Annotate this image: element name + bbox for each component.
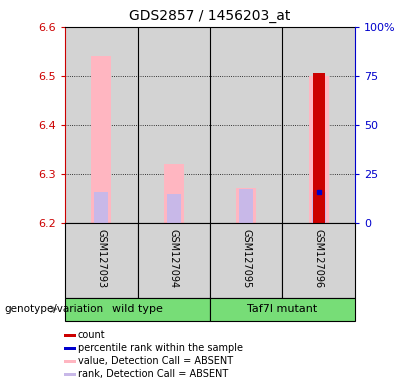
Bar bbox=[164, 164, 184, 223]
Text: rank, Detection Call = ABSENT: rank, Detection Call = ABSENT bbox=[78, 369, 228, 379]
Title: GDS2857 / 1456203_at: GDS2857 / 1456203_at bbox=[129, 9, 291, 23]
Bar bbox=[94, 192, 108, 223]
Bar bbox=[65, 298, 210, 321]
Bar bbox=[282, 27, 355, 223]
Bar bbox=[138, 27, 210, 223]
Text: GSM127094: GSM127094 bbox=[169, 229, 179, 288]
Bar bbox=[210, 223, 282, 298]
Bar bbox=[64, 360, 76, 363]
Text: value, Detection Call = ABSENT: value, Detection Call = ABSENT bbox=[78, 356, 233, 366]
Bar bbox=[138, 223, 210, 298]
Bar bbox=[309, 76, 329, 223]
Bar bbox=[282, 223, 355, 298]
Bar bbox=[64, 347, 76, 350]
Text: genotype/variation: genotype/variation bbox=[4, 304, 103, 314]
Bar bbox=[65, 27, 138, 223]
Text: GSM127096: GSM127096 bbox=[314, 229, 324, 288]
Bar bbox=[65, 223, 138, 298]
Bar bbox=[64, 373, 76, 376]
Bar bbox=[236, 189, 256, 223]
Bar bbox=[167, 194, 181, 223]
Bar bbox=[64, 334, 76, 337]
Bar bbox=[210, 298, 355, 321]
Bar bbox=[312, 192, 326, 223]
Text: wild type: wild type bbox=[112, 304, 163, 314]
Text: percentile rank within the sample: percentile rank within the sample bbox=[78, 343, 243, 353]
Text: GSM127093: GSM127093 bbox=[96, 229, 106, 288]
Bar bbox=[210, 27, 282, 223]
Text: count: count bbox=[78, 330, 105, 340]
Text: GSM127095: GSM127095 bbox=[241, 229, 251, 288]
Bar bbox=[91, 56, 111, 223]
Bar bbox=[312, 73, 325, 223]
Text: Taf7l mutant: Taf7l mutant bbox=[247, 304, 318, 314]
Bar bbox=[239, 189, 253, 223]
